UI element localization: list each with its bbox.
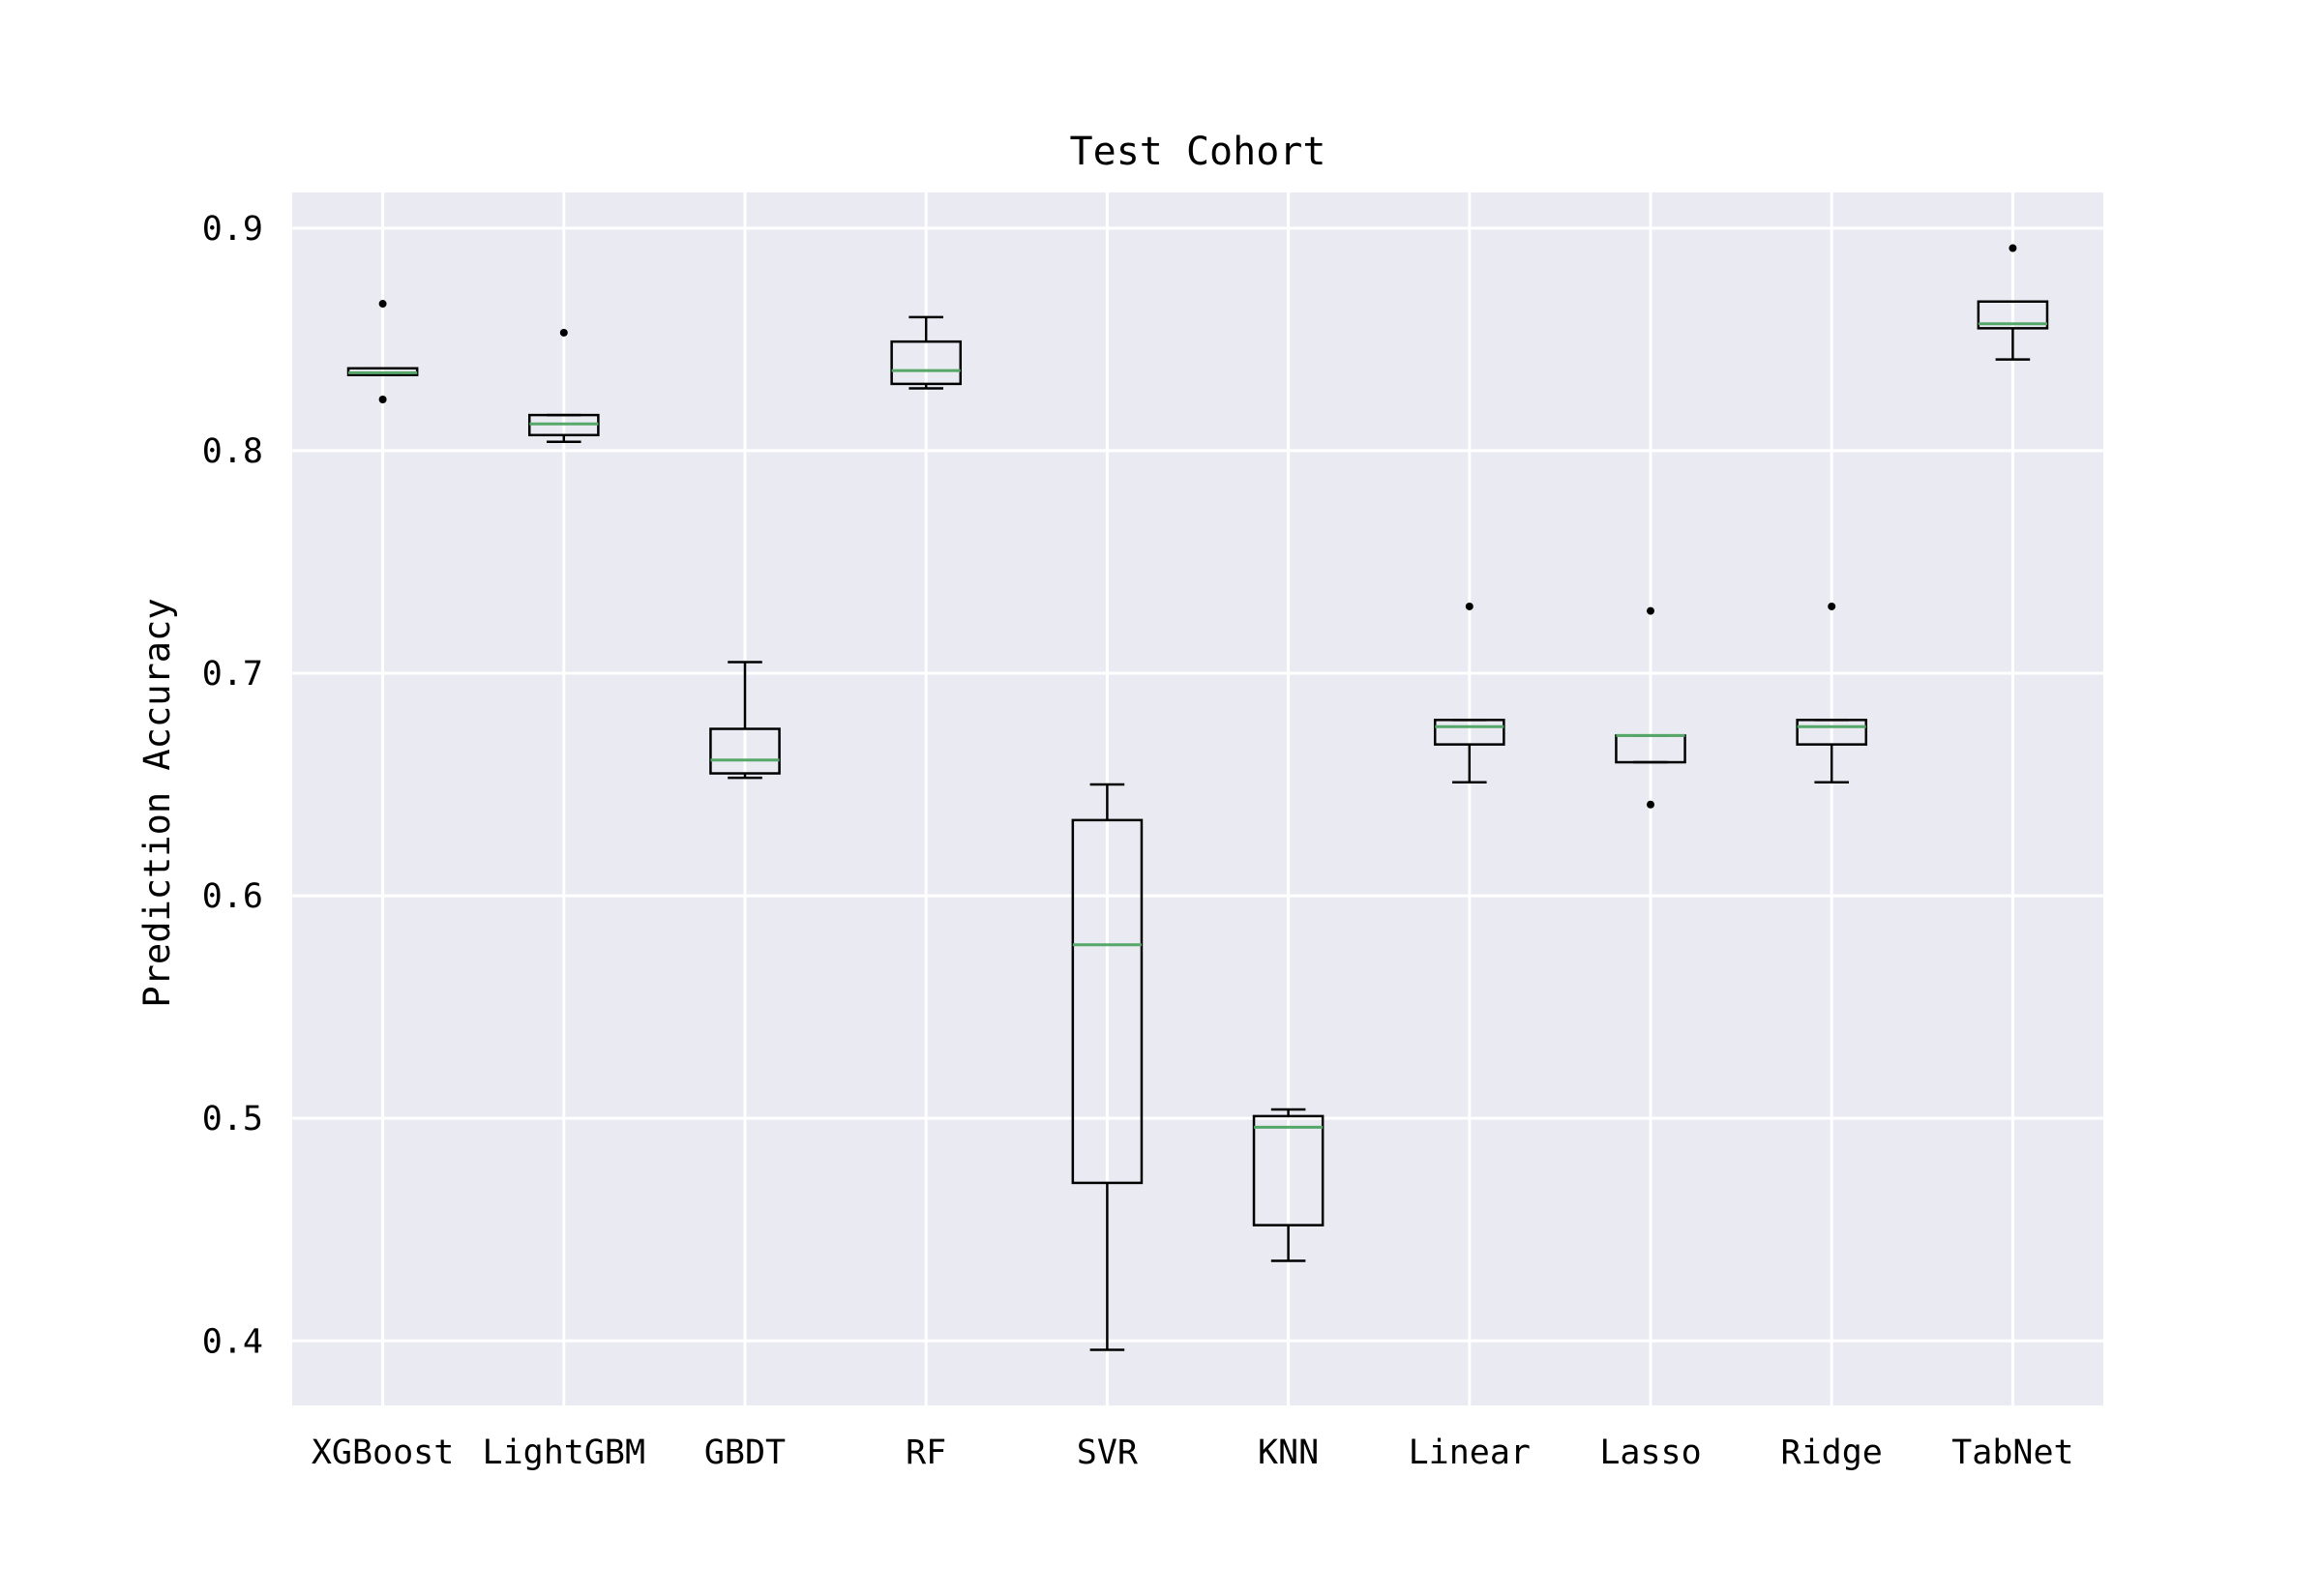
box-lightgbm — [527, 328, 600, 443]
box-body — [1252, 1114, 1325, 1227]
box-gbdt — [709, 661, 781, 780]
flier-point — [378, 300, 387, 309]
y-tick-label: 0.5 — [202, 1100, 263, 1138]
box-body — [1071, 818, 1144, 1185]
box-body — [1433, 719, 1505, 746]
box-body — [890, 340, 963, 386]
y-tick-label: 0.9 — [202, 210, 263, 249]
box-body — [1977, 300, 2049, 330]
x-tick-label: Lasso — [1599, 1433, 1701, 1472]
box-tabnet — [1977, 244, 2049, 361]
flier-point — [1465, 602, 1474, 610]
box-rf — [890, 315, 963, 390]
boxes — [346, 244, 2049, 1351]
x-tick-label: GBDT — [704, 1433, 786, 1472]
box-xgboost — [346, 300, 419, 403]
chart-title: Test Cohort — [1070, 130, 1326, 174]
x-tick-label: Ridge — [1781, 1433, 1883, 1472]
y-axis-label: Prediction Accuracy — [136, 598, 178, 1007]
y-tick-label: 0.6 — [202, 877, 263, 916]
x-tick-label: XGBoost — [312, 1433, 455, 1472]
box-ridge — [1796, 602, 1868, 783]
box-knn — [1252, 1108, 1325, 1262]
y-tick-label: 0.4 — [202, 1322, 263, 1361]
x-tick-label: Linear — [1409, 1433, 1531, 1472]
box-linear — [1433, 602, 1505, 783]
x-axis-ticks: XGBoost LightGBM GBDT RF SVR KNN Linear Lasso Ri… — [312, 1433, 2074, 1472]
box-body — [1796, 719, 1868, 746]
box-body — [709, 727, 781, 775]
flier-point — [1647, 606, 1654, 615]
flier-point — [2009, 244, 2017, 252]
y-axis-ticks: 0.4 0.5 0.6 0.7 0.8 0.9 — [202, 210, 263, 1361]
flier-point — [559, 328, 568, 337]
x-tick-label: SVR — [1077, 1433, 1139, 1472]
plot-area — [292, 192, 2103, 1405]
flier-point — [378, 395, 387, 403]
y-tick-label: 0.7 — [202, 655, 263, 694]
x-tick-label: LightGBM — [483, 1433, 646, 1472]
x-tick-label: RF — [906, 1433, 946, 1472]
flier-point — [1828, 602, 1836, 610]
x-tick-label: KNN — [1258, 1433, 1319, 1472]
flier-point — [1647, 800, 1654, 809]
y-tick-label: 0.8 — [202, 432, 263, 471]
box-svr — [1071, 783, 1144, 1351]
x-tick-label: TabNet — [1951, 1433, 2073, 1472]
box-lasso — [1615, 606, 1686, 809]
